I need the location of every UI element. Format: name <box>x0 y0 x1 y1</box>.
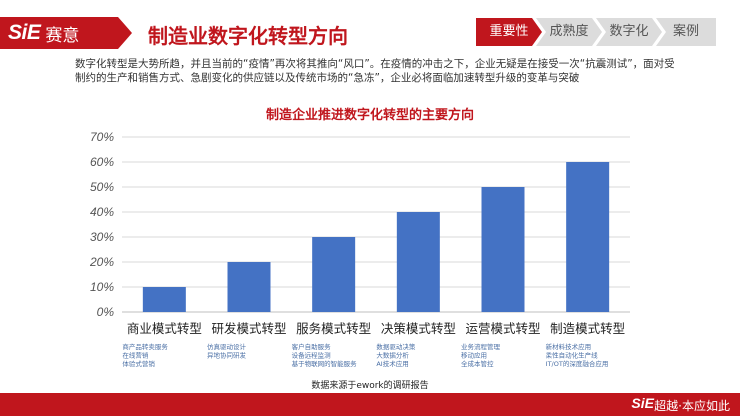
sub-label: 业务流程管理 <box>461 342 501 351</box>
bar <box>566 162 610 312</box>
logo-cn-text: 赛意 <box>45 25 80 46</box>
y-tick-label: 20% <box>89 255 114 269</box>
sub-label: 柔性自动化生产线 <box>546 351 599 360</box>
y-tick-label: 0% <box>97 305 115 319</box>
y-tick-label: 40% <box>90 205 114 219</box>
x-tick-label: 运营模式转型 <box>465 321 540 336</box>
x-tick-label: 服务模式转型 <box>296 321 371 336</box>
y-tick-label: 60% <box>90 155 114 169</box>
y-tick-label: 10% <box>90 280 114 294</box>
footer-slogan: 超越·本应如此 <box>654 399 730 413</box>
y-tick-label: 50% <box>90 180 114 194</box>
logo-banner: SiE 赛意 <box>0 17 132 49</box>
sub-label: 仿真驱动设计 <box>207 342 247 351</box>
x-tick-label: 研发模式转型 <box>211 321 286 336</box>
sub-label: 全成本管控 <box>461 359 494 368</box>
intro-text: 数字化转型是大势所趋，并且当前的“疫情”再次将其推向“风口”。在疫情的冲击之下，… <box>75 58 675 84</box>
sub-label: 大数据分析 <box>376 351 409 360</box>
sub-label: IT/OT的深度融合应用 <box>546 359 609 368</box>
sub-label: 商产品转卖服务 <box>122 342 168 351</box>
breadcrumb: 重要性 成熟度 数字化 案例 <box>476 18 716 46</box>
bar <box>396 212 440 312</box>
chart-title: 制造企业推进数字化转型的主要方向 <box>265 108 474 123</box>
x-tick-label: 制造模式转型 <box>550 321 625 336</box>
y-tick-label: 30% <box>90 230 114 244</box>
breadcrumb-item-importance[interactable]: 重要性 <box>476 18 542 46</box>
bar <box>142 287 186 312</box>
sub-label: 客户自助服务 <box>292 342 332 351</box>
bar <box>227 262 271 312</box>
footer-bar: SiE 超越·本应如此 <box>0 393 740 416</box>
sub-label: AI技术应用 <box>376 359 408 368</box>
sub-label: 基于物联网的智能服务 <box>292 359 358 368</box>
sub-label: 体验式营销 <box>122 359 155 368</box>
bar <box>481 187 525 312</box>
sub-label: 异地协同研发 <box>207 351 247 360</box>
logo-sie-text: SiE <box>8 21 41 44</box>
breadcrumb-item-cases[interactable]: 案例 <box>656 18 716 46</box>
x-tick-label: 决策模式转型 <box>381 321 456 336</box>
x-tick-label: 商业模式转型 <box>127 321 202 336</box>
breadcrumb-item-maturity[interactable]: 成熟度 <box>536 18 602 46</box>
sub-label: 在线营销 <box>122 351 149 360</box>
sub-label: 移动应用 <box>461 351 487 360</box>
page-title: 制造业数字化转型方向 <box>148 24 348 48</box>
breadcrumb-item-digitalization[interactable]: 数字化 <box>596 18 662 46</box>
bar <box>312 237 356 312</box>
y-tick-label: 70% <box>90 130 114 144</box>
footer-logo-text: SiE <box>631 395 654 411</box>
source-note: 数据来源于ework的调研报告 <box>311 381 429 391</box>
sub-label: 新材料技术应用 <box>546 342 592 351</box>
sub-label: 设备远程监测 <box>292 351 332 360</box>
sub-label: 数据驱动决策 <box>376 342 416 351</box>
